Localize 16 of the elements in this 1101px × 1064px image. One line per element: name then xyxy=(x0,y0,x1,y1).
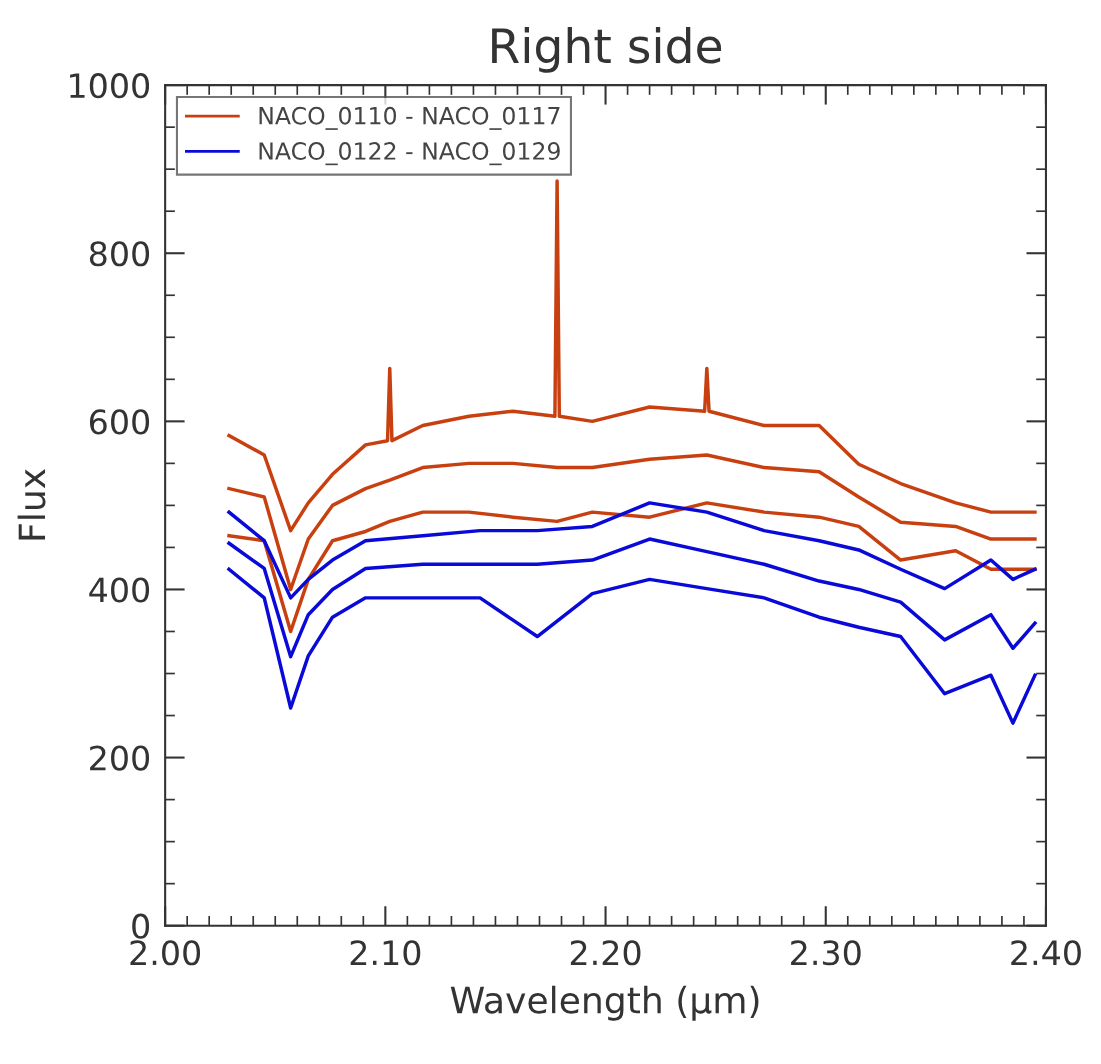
y-tick-label: 200 xyxy=(90,745,150,771)
y-tick-label: 600 xyxy=(89,409,150,435)
legend-label: NACO_0122 - NACO_0129 xyxy=(259,142,560,166)
y-tick-label: 800 xyxy=(89,241,150,267)
x-axis-title: Wavelength (μm) xyxy=(450,985,759,1021)
x-tick-label: 2.10 xyxy=(350,940,421,966)
y-tick-label: 400 xyxy=(89,577,150,603)
x-tick-label: 2.30 xyxy=(791,940,861,966)
x-tick-label: 2.00 xyxy=(130,940,201,966)
legend-label: NACO_0110 - NACO_0117 xyxy=(259,106,560,130)
x-tick-label: 2.20 xyxy=(570,940,641,966)
y-tick-label: 0 xyxy=(132,913,150,939)
x-tick-label: 2.40 xyxy=(1011,940,1081,966)
chart-title: Right side xyxy=(492,27,722,73)
y-tick-label: 1000 xyxy=(70,73,150,99)
y-axis-title: Flux xyxy=(17,469,46,540)
